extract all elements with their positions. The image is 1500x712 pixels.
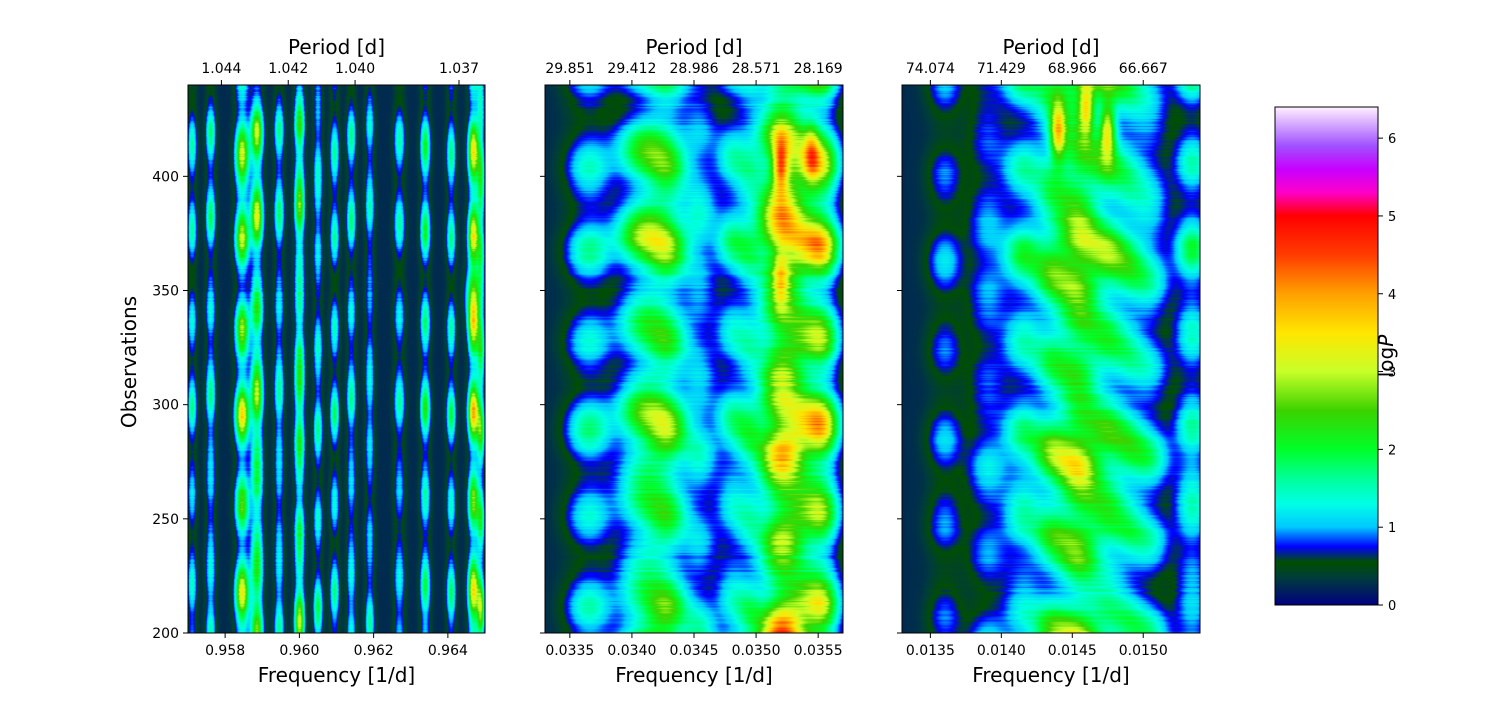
x-tick-label: 0.0355 — [794, 643, 843, 659]
top-tick-label: 29.412 — [607, 61, 656, 77]
panel-3-left-ticks — [897, 175, 902, 634]
colorbar: 0 1 2 3 4 5 6 logP — [1274, 106, 1398, 614]
panel-1-left-ticks: 200 250 300 350 400 — [152, 169, 188, 642]
x-tick-label: 0.964 — [428, 643, 468, 659]
x-tick-label: 0.0350 — [732, 643, 781, 659]
x-tick-label: 0.0335 — [545, 643, 594, 659]
x-tick-label: 0.958 — [205, 643, 245, 659]
x-tick-label: 0.960 — [279, 643, 319, 659]
panel-3-top-ticks: 74.074 71.429 68.966 66.667 — [906, 61, 1168, 85]
panel-2-xlabel: Frequency [1/d] — [615, 663, 772, 687]
panel-1-frame — [187, 84, 486, 634]
top-tick-label: 29.851 — [545, 61, 594, 77]
panel-3-frame — [901, 84, 1201, 634]
x-tick-label: 0.0135 — [906, 643, 955, 659]
panel-3-top-xlabel: Period [d] — [1002, 35, 1099, 59]
panel-3-heatmap — [902, 85, 1200, 633]
top-tick-label: 66.667 — [1119, 61, 1168, 77]
panel-2: 0.0335 0.0340 0.0345 0.0350 0.0355 29.851 29.… — [540, 35, 844, 687]
top-tick-label: 1.037 — [439, 61, 479, 77]
colorbar-tick-label: 4 — [1388, 288, 1396, 303]
panel-3: 0.0135 0.0140 0.0145 0.0150 74.074 71.429 68.… — [897, 35, 1201, 687]
colorbar-label: logP — [1374, 334, 1398, 378]
y-tick-label: 300 — [152, 398, 179, 414]
y-tick-label: 400 — [152, 169, 179, 185]
colorbar-label-p: P — [1374, 334, 1398, 347]
y-tick-label: 250 — [152, 512, 179, 528]
panel-2-bottom-ticks: 0.0335 0.0340 0.0345 0.0350 0.0355 — [545, 633, 843, 659]
x-tick-label: 0.962 — [354, 643, 394, 659]
colorbar-label-log: log — [1374, 347, 1398, 378]
panel-1-xlabel: Frequency [1/d] — [258, 663, 415, 687]
panel-1: 0.958 0.960 0.962 0.964 1.044 1.042 1.040 1.03… — [152, 35, 486, 687]
top-tick-label: 71.429 — [977, 61, 1026, 77]
panel-1-bottom-ticks: 0.958 0.960 0.962 0.964 — [205, 633, 468, 659]
colorbar-tick-label: 6 — [1388, 132, 1396, 147]
colorbar-tick-label: 0 — [1388, 599, 1396, 614]
panel-3-xlabel: Frequency [1/d] — [972, 663, 1129, 687]
colorbar-tick-label: 3 — [1388, 366, 1396, 381]
panel-2-top-xlabel: Period [d] — [645, 35, 742, 59]
top-tick-label: 28.986 — [670, 61, 719, 77]
colorbar-ticks: 0 1 2 3 4 5 6 — [1378, 132, 1396, 614]
top-tick-label: 1.042 — [268, 61, 308, 77]
top-tick-label: 74.074 — [906, 61, 955, 77]
top-tick-label: 28.169 — [794, 61, 843, 77]
panel-1-top-xlabel: Period [d] — [288, 35, 385, 59]
panel-2-heatmap — [545, 85, 843, 633]
panel-1-top-ticks: 1.044 1.042 1.040 1.037 — [201, 61, 479, 85]
y-tick-label: 350 — [152, 284, 179, 300]
top-tick-label: 68.966 — [1048, 61, 1097, 77]
x-tick-label: 0.0345 — [670, 643, 719, 659]
panel-2-top-ticks: 29.851 29.412 28.986 28.571 28.169 — [545, 61, 843, 85]
x-tick-label: 0.0340 — [607, 643, 656, 659]
panel-3-bottom-ticks: 0.0135 0.0140 0.0145 0.0150 — [906, 633, 1168, 659]
x-tick-label: 0.0145 — [1048, 643, 1097, 659]
top-tick-label: 28.571 — [732, 61, 781, 77]
panel-2-left-ticks — [540, 175, 545, 634]
y-tick-label: 200 — [152, 626, 179, 642]
x-tick-label: 0.0140 — [977, 643, 1026, 659]
colorbar-tick-label: 1 — [1388, 521, 1396, 536]
colorbar-tick-label: 2 — [1388, 443, 1396, 458]
colorbar-frame — [1274, 106, 1379, 606]
y-axis-label: Observations — [117, 296, 141, 428]
colorbar-tick-label: 5 — [1388, 210, 1396, 225]
panel-1-heatmap — [188, 85, 485, 633]
colorbar-gradient — [1275, 107, 1378, 605]
x-tick-label: 0.0150 — [1119, 643, 1168, 659]
top-tick-label: 1.044 — [201, 61, 241, 77]
top-tick-label: 1.040 — [335, 61, 375, 77]
